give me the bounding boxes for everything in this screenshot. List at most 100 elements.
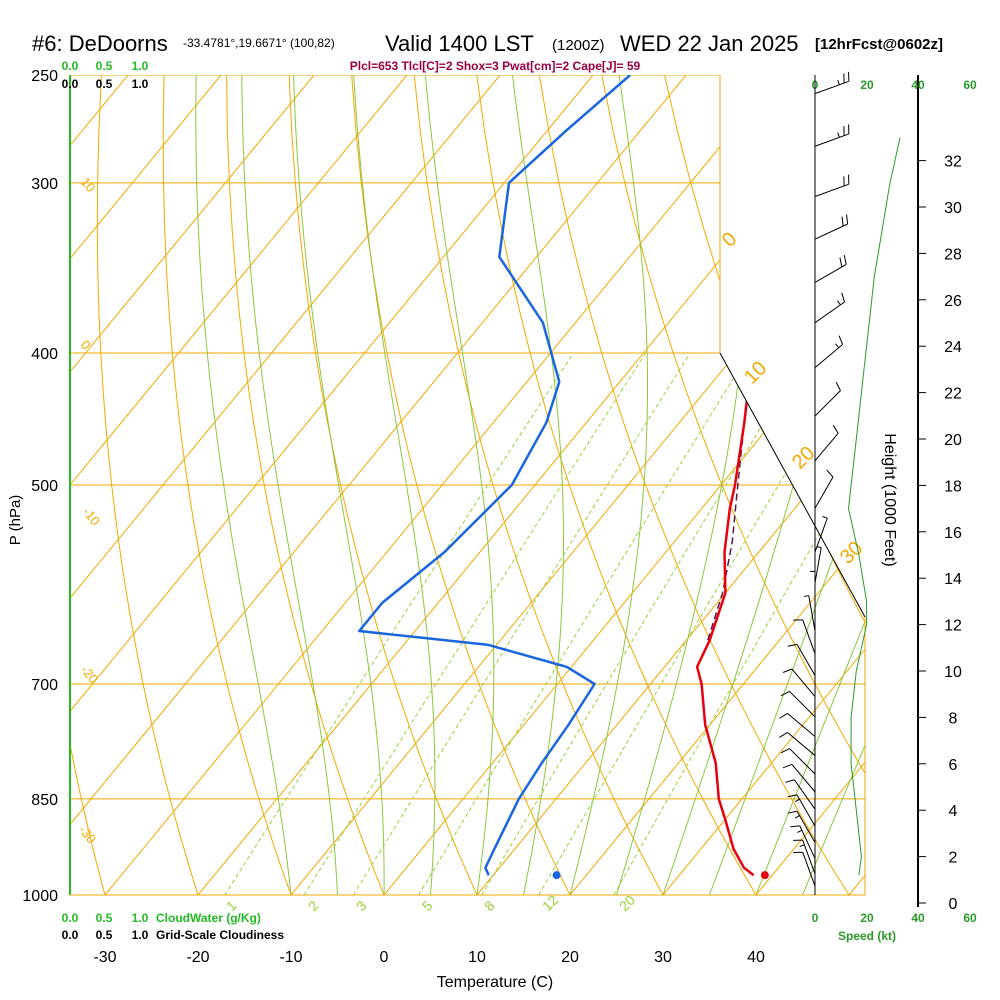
chart-header: #6: DeDoorns -33.4781°,19.6671° (100,82)… <box>32 31 943 73</box>
isotherm-label: -30 <box>76 822 100 846</box>
diagram-boundary-line <box>719 352 866 618</box>
isotherm-line <box>70 75 222 895</box>
wind-barb-flag <box>782 668 793 673</box>
wind-barb-flag <box>843 255 847 265</box>
wind-barb-staff <box>787 732 816 756</box>
wind-barb-half-flag <box>837 300 841 306</box>
height-tick-label: 6 <box>949 757 958 774</box>
cloud-tick-label: 0.5 <box>96 59 113 73</box>
moist-adiabat-line <box>709 75 865 895</box>
height-tick-label: 26 <box>944 293 962 310</box>
mixing-ratio-line <box>613 352 865 895</box>
wind-barb-half-flag <box>837 132 840 138</box>
wind-barb-flag <box>841 292 845 303</box>
wind-barb-staff <box>814 223 848 240</box>
speed-tick-label: 0 <box>812 911 819 925</box>
moist-adiabat-line <box>353 75 436 895</box>
station-title: #6: DeDoorns <box>32 31 168 56</box>
wind-barb-staff <box>814 432 839 462</box>
wind-barb <box>814 71 850 95</box>
pressure-tick-label: 500 <box>31 478 58 495</box>
cloud-tick-label: 0.0 <box>62 928 79 942</box>
speed-tick-label: 60 <box>963 911 977 925</box>
dry-adiabat-label: 0 <box>718 228 741 251</box>
height-tick-label: 12 <box>944 618 962 635</box>
forecast-date: WED 22 Jan 2025 <box>620 31 799 56</box>
wind-barb <box>814 292 845 324</box>
wind-barb <box>787 643 816 676</box>
cloud-tick-label: 1.0 <box>132 928 149 942</box>
wind-barb-flag <box>826 469 834 478</box>
dry-adiabat-line <box>96 75 199 895</box>
moist-adiabat-line <box>755 75 865 895</box>
moist-adiabat-line <box>512 75 564 895</box>
wind-speed-line <box>847 137 901 876</box>
isotherm-line <box>0 75 35 895</box>
isotherm-line <box>104 75 780 895</box>
wind-barb-staff <box>791 668 816 697</box>
wind-barb <box>814 424 839 462</box>
temperature-tick-label: 0 <box>380 949 389 966</box>
wind-barb-flag <box>835 381 841 391</box>
dry-adiabat-line <box>0 75 12 895</box>
wind-barb-half-flag <box>835 343 840 349</box>
dry-adiabat-line <box>413 75 664 895</box>
mixing-ratio-label: 8 <box>481 897 498 914</box>
height-axis-title: Height (1000 Feet) <box>881 433 898 566</box>
temperature-tick-label: 20 <box>561 949 579 966</box>
wind-barb-half-flag <box>816 546 822 548</box>
wind-barb <box>793 839 816 875</box>
wind-barb-flag <box>832 424 839 434</box>
wind-barb-flag <box>780 748 790 754</box>
wind-barb-staff <box>789 748 816 775</box>
height-tick-label: 32 <box>944 154 962 171</box>
speed-tick-label: 60 <box>963 78 977 92</box>
cloud-tick-label: 0.5 <box>96 928 113 942</box>
mixing-ratio-line <box>481 352 807 895</box>
wind-barb <box>779 712 816 737</box>
wind-barb <box>810 570 816 608</box>
speed-tick-label: 40 <box>911 78 925 92</box>
height-tick-label: 2 <box>949 850 958 867</box>
height-tick-label: 28 <box>944 246 962 263</box>
wind-barb <box>793 851 816 887</box>
wind-barb-half-flag <box>803 595 809 597</box>
wind-barb-staff <box>802 839 816 875</box>
speed-tick-label: 20 <box>860 911 874 925</box>
dry-adiabat-line <box>601 75 865 895</box>
dry-adiabat-line <box>162 75 292 895</box>
pressure-tick-label: 300 <box>31 176 58 193</box>
cloud-tick-label: 0.5 <box>96 911 113 925</box>
cloud-tick-label: 1.0 <box>132 77 149 91</box>
mixing-ratio-line <box>352 352 691 895</box>
wind-barb-flag <box>779 732 788 738</box>
wind-barb <box>785 779 816 810</box>
y-axis-title: P (hPa) <box>7 495 24 546</box>
pressure-tick-label: 700 <box>31 677 58 694</box>
height-tick-label: 30 <box>944 200 962 217</box>
wind-barb-flag <box>787 643 798 647</box>
wind-barb-staff <box>802 852 816 887</box>
mixing-ratio-label: 2 <box>305 897 322 914</box>
pressure-tick-label: 1000 <box>22 888 58 905</box>
wind-barb-flag <box>787 810 798 814</box>
temperature-tick-label: 10 <box>468 949 486 966</box>
wind-barb-staff <box>787 713 816 737</box>
axis-labels: Temperature (C) P (hPa) Height (1000 Fee… <box>7 433 898 991</box>
moist-adiabat-line <box>569 75 648 895</box>
dewpoint-profile-line <box>357 75 632 876</box>
mixing-ratio-line <box>224 352 574 895</box>
wind-barb-flag <box>780 690 790 697</box>
utc-time: (1200Z) <box>552 37 605 54</box>
stability-indices: Plcl=653 Tlcl[C]=2 Shox=3 Pwat[cm]=2 Cap… <box>350 59 641 73</box>
wind-barb <box>790 825 816 859</box>
wind-barb <box>780 690 816 718</box>
wind-barb <box>803 595 816 632</box>
isotherm-line <box>70 75 594 895</box>
cloud-tick-label: 0.0 <box>62 77 79 91</box>
speed-tick-label: 20 <box>860 78 874 92</box>
wind-barb-staff <box>814 547 822 583</box>
wind-barb-staff <box>814 80 849 95</box>
wind-barb-staff <box>814 133 849 147</box>
